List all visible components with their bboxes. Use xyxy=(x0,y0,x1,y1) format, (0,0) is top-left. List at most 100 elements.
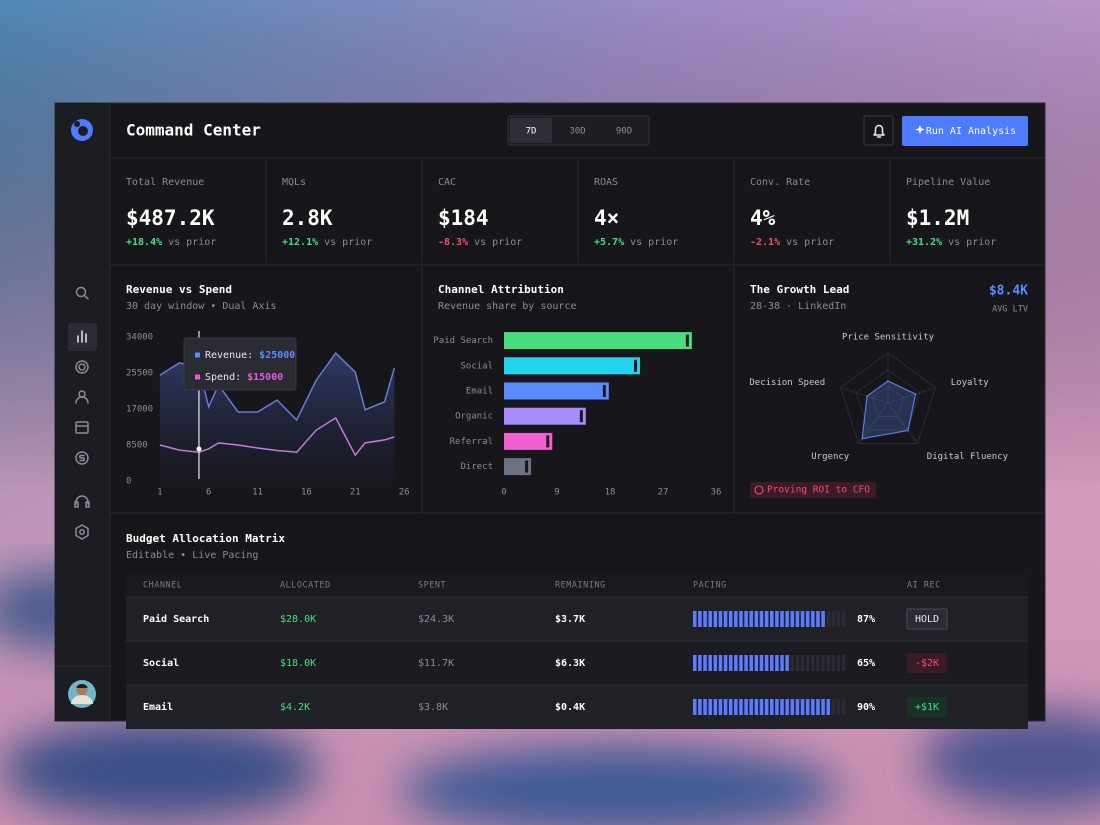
kpi-label: CAC xyxy=(438,177,456,188)
table-subtitle: Editable • Live Pacing xyxy=(126,550,258,561)
kpi-delta-line: +5.7% vs prior xyxy=(594,237,678,248)
radar-ring xyxy=(855,369,921,431)
search-icon[interactable] xyxy=(75,286,89,300)
radar-point xyxy=(887,380,889,382)
x-tick-label: 0 xyxy=(501,488,506,498)
pacing-segment xyxy=(744,611,748,627)
x-tick-label: 21 xyxy=(350,488,361,498)
kpi-label: Total Revenue xyxy=(126,177,204,188)
column-header: SPENT xyxy=(418,581,446,591)
cell-rec: -$2K xyxy=(915,658,939,669)
range-option[interactable]: 30D xyxy=(569,127,585,137)
cell-spent: $24.3K xyxy=(418,614,454,625)
badge-label: Proving ROI to CFO xyxy=(767,485,870,496)
pacing-segment xyxy=(790,655,795,671)
rec-badge[interactable] xyxy=(907,653,947,673)
chart-title: The Growth Lead xyxy=(750,283,849,296)
pacing-segment xyxy=(780,611,784,627)
radar-spoke xyxy=(840,387,889,404)
pacing-segment xyxy=(805,699,810,715)
pacing-segment xyxy=(698,655,702,671)
logo[interactable] xyxy=(71,119,93,141)
pacing-segment xyxy=(693,611,697,627)
pacing-segment xyxy=(723,699,728,715)
chart-subtitle: Revenue share by source xyxy=(438,301,576,312)
pacing-segment xyxy=(739,611,743,627)
radar-area xyxy=(861,380,917,440)
radar-spoke xyxy=(887,387,936,404)
pacing-segment xyxy=(744,655,748,671)
sparkle-icon xyxy=(915,125,925,134)
settings-icon[interactable] xyxy=(75,524,89,540)
pacing-segment xyxy=(811,611,815,627)
pacing-segment xyxy=(795,611,800,627)
x-tick-label: 27 xyxy=(658,488,669,498)
bar xyxy=(504,357,641,375)
pacing-segment xyxy=(800,655,805,671)
pacing-segment xyxy=(775,699,779,715)
chart-icon[interactable] xyxy=(77,330,87,343)
cell-remaining: $0.4K xyxy=(555,702,585,713)
kpi-delta: +5.7% xyxy=(594,237,624,248)
radar-axis-label: Loyalty xyxy=(951,378,990,388)
dollar-icon[interactable] xyxy=(75,451,89,465)
kpi-label: Pipeline Value xyxy=(906,177,990,188)
tooltip-value: $25000 xyxy=(259,350,295,361)
column-header: ALLOCATED xyxy=(280,581,331,591)
badge xyxy=(750,482,876,498)
kpi-delta-line: +18.4% vs prior xyxy=(126,237,216,248)
x-tick-label: 16 xyxy=(301,488,312,498)
cell-channel: Paid Search xyxy=(143,613,209,625)
run-button[interactable] xyxy=(902,116,1028,146)
pacing-segment xyxy=(698,699,702,715)
pacing-segment xyxy=(718,699,723,715)
pacing-segment xyxy=(759,655,764,671)
cell-pacing: 65% xyxy=(857,658,875,669)
range-option[interactable]: 90D xyxy=(616,127,632,137)
pacing-segment xyxy=(821,699,825,715)
rec-badge[interactable] xyxy=(907,697,947,717)
pacing-segment xyxy=(821,655,825,671)
pacing-segment xyxy=(795,699,800,715)
pacing-segment xyxy=(831,611,836,627)
radar-point xyxy=(861,437,863,440)
calendar-icon[interactable] xyxy=(75,421,89,434)
kpi-value: $487.2K xyxy=(126,206,215,230)
target-icon[interactable] xyxy=(75,360,89,374)
range-active[interactable] xyxy=(510,118,552,143)
run-button-label[interactable]: Run AI Analysis xyxy=(926,126,1016,137)
column-header: CHANNEL xyxy=(143,581,182,591)
pacing-segment xyxy=(826,655,830,671)
user-icon[interactable] xyxy=(75,390,89,404)
kpi-value: 2.8K xyxy=(282,206,333,230)
tooltip xyxy=(183,337,297,391)
pacing-segment xyxy=(841,655,846,671)
rec-badge[interactable] xyxy=(906,608,948,630)
pacing-segment xyxy=(693,655,697,671)
cell-channel: Email xyxy=(143,701,173,713)
radar-point xyxy=(914,393,917,395)
pacing-segment xyxy=(826,611,830,627)
pacing-segment xyxy=(816,655,820,671)
avatar[interactable] xyxy=(68,680,96,708)
pacing-segment xyxy=(723,611,728,627)
pacing-segment xyxy=(708,611,712,627)
pacing-segment xyxy=(734,699,738,715)
notification-button[interactable] xyxy=(863,115,894,146)
pacing-segment xyxy=(739,699,743,715)
pacing-segment xyxy=(728,611,733,627)
pacing-segment xyxy=(831,699,836,715)
radar-axis-label: Price Sensitivity xyxy=(842,333,935,343)
x-tick-label: 9 xyxy=(554,488,559,498)
range-option[interactable]: 7D xyxy=(526,127,537,137)
pacing-segment xyxy=(785,655,789,671)
pacing-segment xyxy=(795,655,800,671)
category-label: Direct xyxy=(460,462,493,472)
stat-label: AVG LTV xyxy=(992,305,1028,315)
pacing-segment xyxy=(708,699,712,715)
tooltip-line: Spend: $15000 xyxy=(205,372,283,383)
column-header: PACING xyxy=(693,581,727,591)
support-icon[interactable] xyxy=(74,495,90,508)
